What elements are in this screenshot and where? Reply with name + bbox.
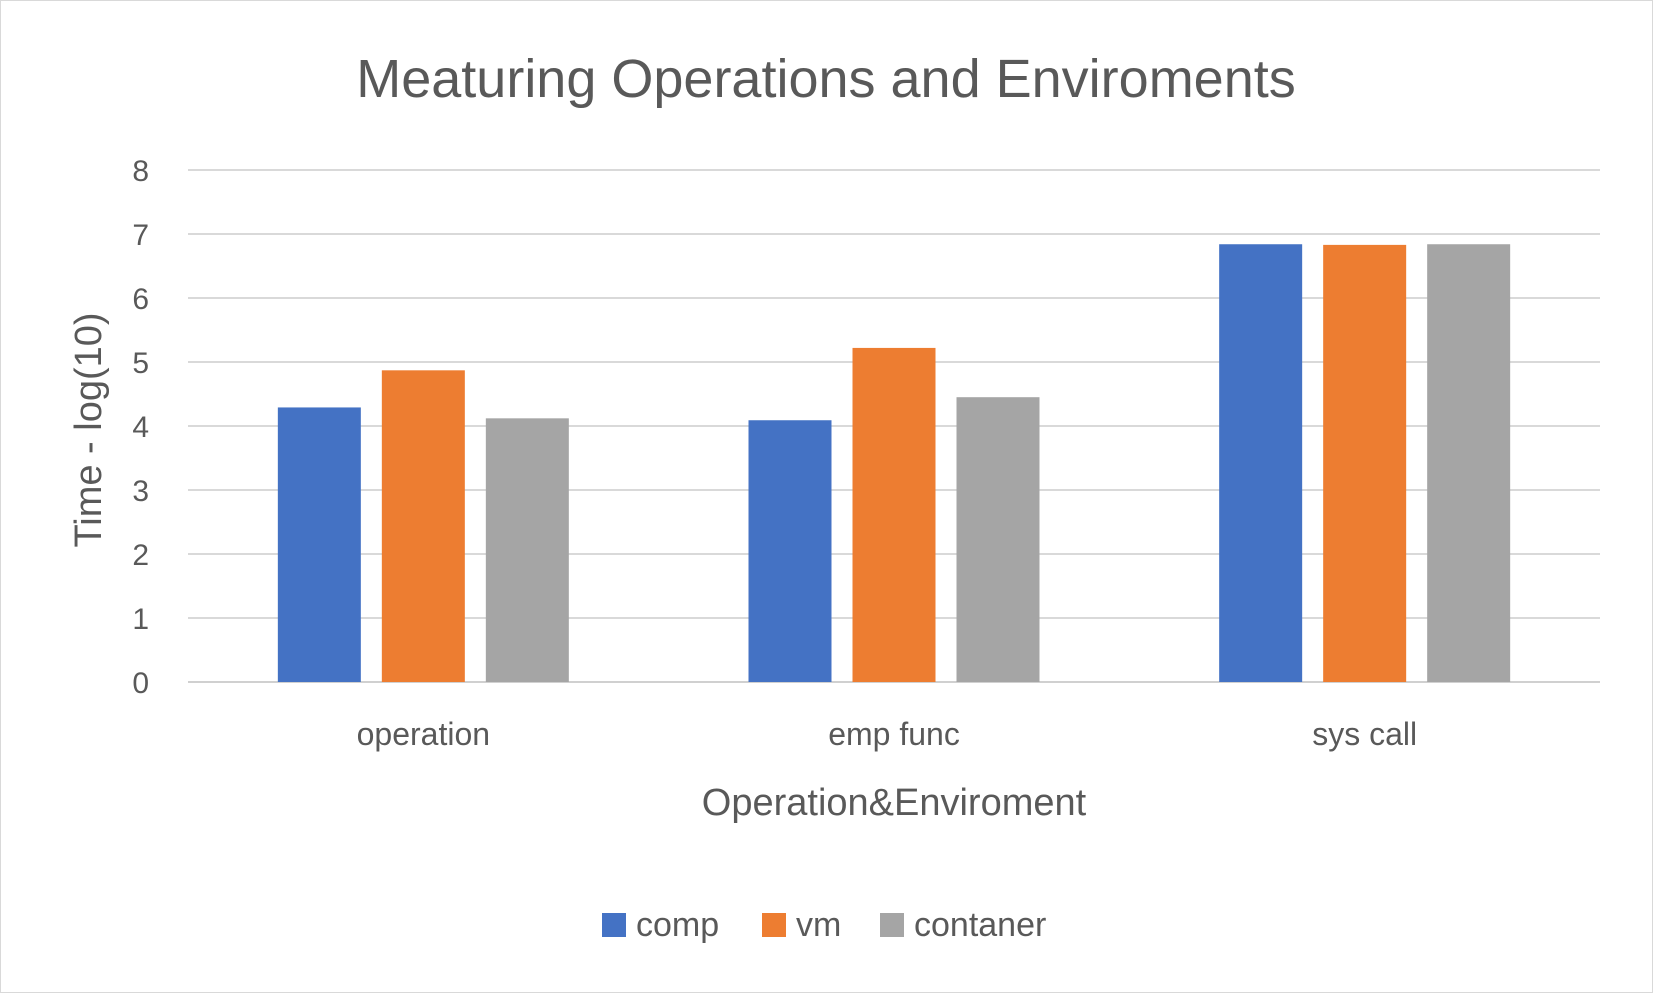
bar-vm xyxy=(852,347,936,682)
legend-swatch-comp xyxy=(602,913,626,937)
legend-swatch-contaner xyxy=(880,913,904,937)
bar-vm xyxy=(381,370,465,682)
bar-vm xyxy=(1323,244,1407,682)
bar-contaner xyxy=(1427,244,1511,683)
y-tick-label: 0 xyxy=(132,667,149,700)
y-tick-label: 4 xyxy=(132,411,149,444)
bar-comp xyxy=(1219,244,1303,683)
legend: comp vm contaner xyxy=(602,906,1046,944)
x-axis-categories: operation emp func sys call xyxy=(357,716,1418,752)
y-axis-label: Time - log(10) xyxy=(68,312,110,547)
x-axis-label: Operation&Enviroment xyxy=(702,782,1087,824)
y-tick-label: 5 xyxy=(132,347,149,380)
legend-label-comp: comp xyxy=(636,906,719,944)
y-axis-ticks: 0 1 2 3 4 5 6 7 8 xyxy=(132,155,149,700)
y-tick-label: 6 xyxy=(132,283,149,316)
x-category-label: emp func xyxy=(828,716,960,752)
x-category-label: sys call xyxy=(1312,716,1417,752)
bar-comp xyxy=(748,420,832,682)
y-tick-label: 1 xyxy=(132,603,149,636)
x-category-label: operation xyxy=(357,716,490,752)
bar-contaner xyxy=(956,397,1040,682)
bar-contaner xyxy=(485,418,569,682)
bar-comp xyxy=(277,407,361,682)
chart-title: Meaturing Operations and Enviroments xyxy=(356,49,1296,109)
y-tick-label: 2 xyxy=(132,539,149,572)
y-tick-label: 7 xyxy=(132,219,149,252)
legend-label-vm: vm xyxy=(796,906,841,944)
y-tick-label: 8 xyxy=(132,155,149,188)
y-tick-label: 3 xyxy=(132,475,149,508)
legend-swatch-vm xyxy=(762,913,786,937)
legend-label-contaner: contaner xyxy=(914,906,1046,944)
bars xyxy=(277,244,1511,683)
